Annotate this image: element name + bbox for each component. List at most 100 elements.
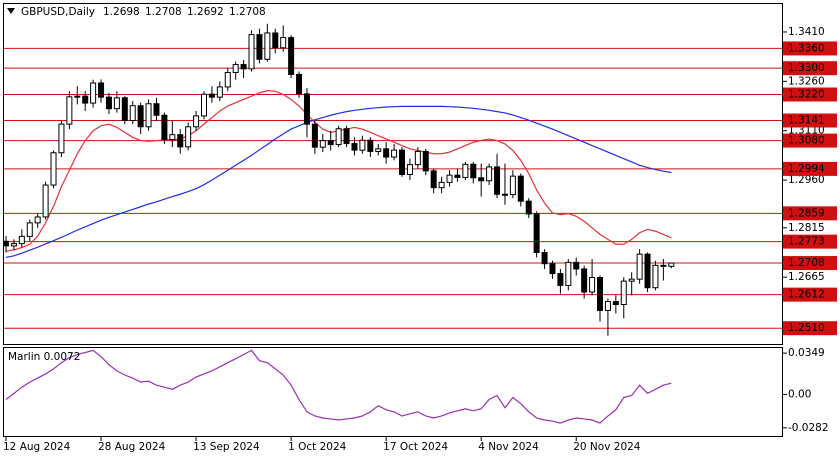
candle-body xyxy=(359,139,366,151)
candle-body xyxy=(525,200,532,215)
candle-body xyxy=(10,243,17,247)
level-tag xyxy=(783,133,837,148)
candle-body xyxy=(185,126,192,148)
collapse-arrow[interactable] xyxy=(7,8,15,14)
y-tick-label: -0.0282 xyxy=(788,422,829,434)
level-label: 1.3080 xyxy=(788,135,825,147)
candle-body xyxy=(113,97,120,110)
candle-body xyxy=(446,174,453,183)
level-label: 1.2859 xyxy=(788,207,825,219)
candle-body xyxy=(668,262,675,267)
candle-body xyxy=(636,253,643,280)
level-tag xyxy=(783,206,837,221)
candle-body xyxy=(216,86,223,98)
candle-body xyxy=(478,177,485,182)
candle-body xyxy=(34,216,41,224)
candle-body xyxy=(501,193,508,196)
main-panel xyxy=(3,3,783,345)
candle-body xyxy=(470,163,477,179)
candle-body xyxy=(612,301,619,306)
y-tick-label: 0.0349 xyxy=(788,347,825,359)
candle-body xyxy=(406,164,413,175)
candle-body xyxy=(26,222,33,237)
candle-body xyxy=(201,93,207,117)
x-tick-label: 13 Sep 2024 xyxy=(193,441,260,453)
candle-body xyxy=(573,261,580,270)
candle-body xyxy=(303,93,310,125)
candle-body xyxy=(264,32,271,60)
moving-average xyxy=(5,105,672,259)
candle-body xyxy=(644,253,651,289)
y-tick-label: 1.2815 xyxy=(788,222,825,234)
x-tick-label: 28 Aug 2024 xyxy=(98,441,166,453)
candle-body xyxy=(391,149,398,158)
candle-body xyxy=(375,148,382,152)
candle-body xyxy=(319,140,326,148)
level-label: 1.2510 xyxy=(788,322,825,334)
candle-body xyxy=(129,105,136,122)
candle-body xyxy=(351,143,358,151)
candle-body xyxy=(517,175,524,202)
candle-body xyxy=(240,64,247,70)
header-close: 1.2708 xyxy=(229,6,266,18)
marks: 1.34101.32601.31101.29601.28151.26651.33… xyxy=(3,23,837,453)
level-tag xyxy=(783,113,837,128)
level-label: 1.2612 xyxy=(788,289,825,301)
candle-body xyxy=(652,264,659,289)
candle-body xyxy=(208,93,215,98)
candle-body xyxy=(430,170,437,189)
candle-body xyxy=(541,251,548,265)
candle-body xyxy=(58,123,65,154)
candle-body xyxy=(589,277,596,293)
candle-body xyxy=(604,301,611,311)
x-tick-label: 1 Oct 2024 xyxy=(288,441,347,453)
level-tag xyxy=(783,161,837,176)
candle-body xyxy=(288,37,295,75)
level-label: 1.3360 xyxy=(788,42,825,54)
level-tag xyxy=(783,234,837,249)
candle-body xyxy=(335,128,342,146)
level-label: 1.3220 xyxy=(788,89,825,101)
level-label: 1.2773 xyxy=(788,236,825,248)
candle-body xyxy=(232,64,239,73)
level-tag xyxy=(783,87,837,102)
level-label: 1.3300 xyxy=(788,62,825,74)
candle-body xyxy=(153,103,160,116)
candle-body xyxy=(509,175,516,196)
candle-body xyxy=(18,235,25,245)
candle-body xyxy=(82,95,89,104)
x-tick-label: 12 Aug 2024 xyxy=(3,441,71,453)
symbol-title: GBPUSD,Daily xyxy=(21,6,95,18)
candle-body xyxy=(177,134,184,148)
candle-body xyxy=(296,73,303,95)
oscillator-panel xyxy=(3,347,783,437)
candle-body xyxy=(248,34,255,70)
level-label: 1.2994 xyxy=(788,163,825,175)
candle-body xyxy=(256,34,263,60)
candle-body xyxy=(557,273,564,286)
candle-body xyxy=(565,261,572,286)
candle-body xyxy=(145,103,152,128)
candle-body xyxy=(105,96,112,110)
candle-body xyxy=(660,264,667,267)
candle-body xyxy=(66,96,73,125)
level-label: 1.2708 xyxy=(788,257,825,269)
oscillator-title: Marlin 0.0072 xyxy=(8,351,80,363)
y-tick-label: 1.3260 xyxy=(788,75,825,87)
candle-body xyxy=(620,280,627,306)
x-tick-label: 17 Oct 2024 xyxy=(383,441,448,453)
level-tag xyxy=(783,256,837,271)
header-open: 1.2698 xyxy=(103,6,140,18)
level-tag xyxy=(783,61,837,76)
candle-body xyxy=(272,32,279,49)
candle-body xyxy=(327,140,334,146)
candle-body xyxy=(121,97,128,122)
candle-body xyxy=(628,278,635,282)
candle-body xyxy=(494,166,501,195)
candle-body xyxy=(486,166,493,182)
header-high: 1.2708 xyxy=(145,6,182,18)
candle-body xyxy=(98,82,105,98)
candle-body xyxy=(454,174,461,178)
